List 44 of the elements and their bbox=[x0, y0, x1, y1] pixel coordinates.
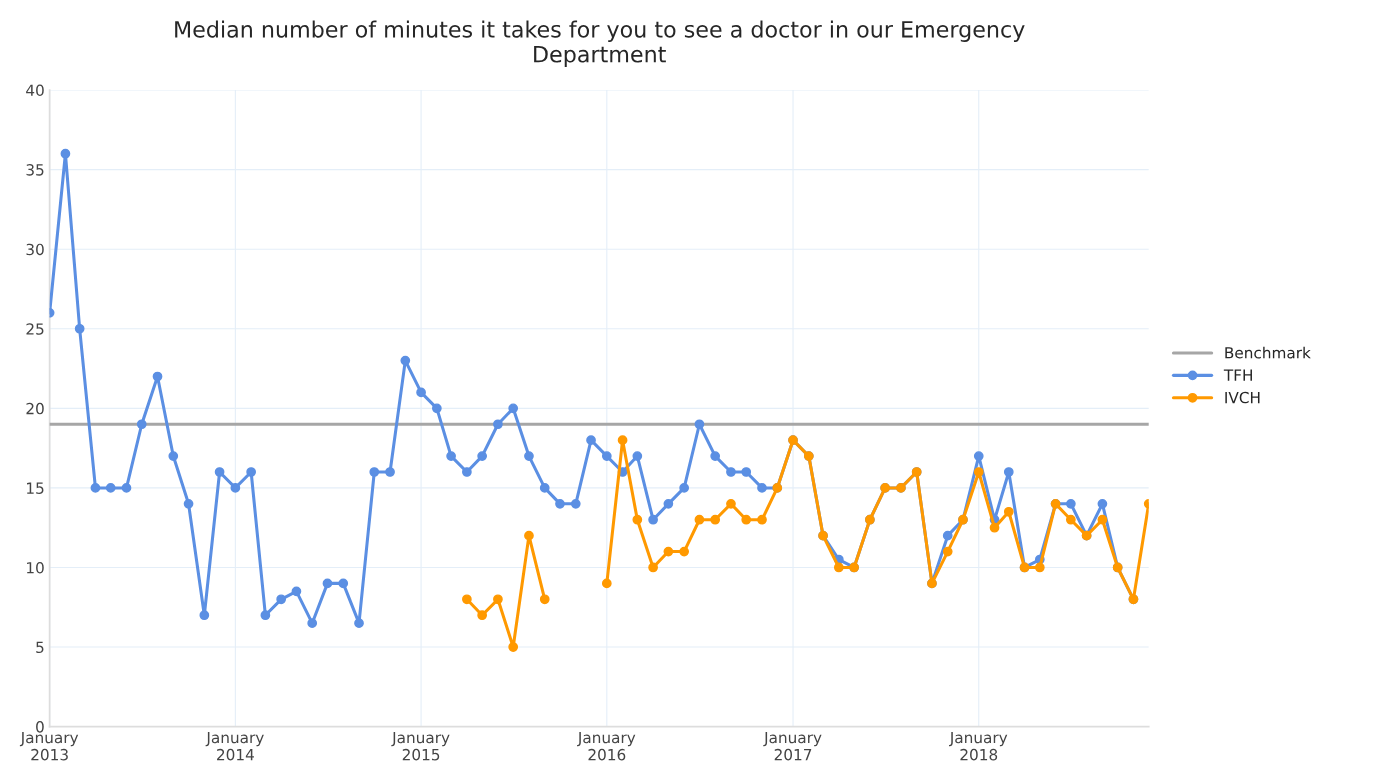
point bbox=[942, 546, 953, 557]
legend-label: TFH bbox=[1223, 369, 1252, 381]
x-tick-label: January 2014 bbox=[205, 731, 264, 761]
point bbox=[617, 435, 628, 446]
point bbox=[1034, 562, 1045, 573]
point bbox=[710, 514, 721, 525]
y-tick-label: 10 bbox=[27, 561, 44, 574]
point bbox=[1065, 514, 1076, 525]
point bbox=[462, 594, 472, 605]
point bbox=[741, 514, 752, 525]
y-tick-label: 30 bbox=[26, 243, 44, 256]
point bbox=[726, 498, 736, 509]
legend-label: IVCH bbox=[1225, 391, 1260, 404]
point bbox=[989, 522, 1000, 533]
point bbox=[539, 594, 550, 605]
point bbox=[833, 562, 844, 573]
y-tick-label: 25 bbox=[26, 323, 44, 335]
x-tick-label: January 2018 bbox=[949, 731, 1008, 761]
y-tick-label: 15 bbox=[27, 482, 44, 494]
point bbox=[477, 610, 488, 621]
point bbox=[632, 514, 643, 525]
x-tick-label: January 2015 bbox=[391, 731, 450, 761]
x-tick-label: January 2016 bbox=[577, 731, 636, 761]
point bbox=[679, 546, 690, 557]
x-tick-label: January 2017 bbox=[763, 731, 822, 761]
point bbox=[1003, 506, 1014, 517]
point bbox=[508, 642, 519, 652]
point bbox=[493, 594, 503, 605]
y-tick-label: 40 bbox=[26, 84, 44, 97]
legend-label: Benchmark bbox=[1225, 346, 1311, 359]
point bbox=[648, 562, 658, 573]
point bbox=[1097, 514, 1108, 525]
point bbox=[663, 546, 674, 557]
y-tick-label: 20 bbox=[26, 402, 44, 415]
point bbox=[973, 467, 984, 477]
point bbox=[524, 530, 534, 541]
point bbox=[601, 578, 612, 589]
y-tick-label: 35 bbox=[26, 164, 44, 176]
y-tick-label: 5 bbox=[36, 641, 44, 654]
y-tick-label: 0 bbox=[36, 721, 44, 733]
point bbox=[694, 514, 705, 525]
point bbox=[757, 514, 767, 525]
x-tick-label: January 2013 bbox=[19, 731, 79, 761]
chart-title: Median number of minutes it takes for you to see a doctor in our Emergency Department bbox=[175, 20, 1025, 67]
